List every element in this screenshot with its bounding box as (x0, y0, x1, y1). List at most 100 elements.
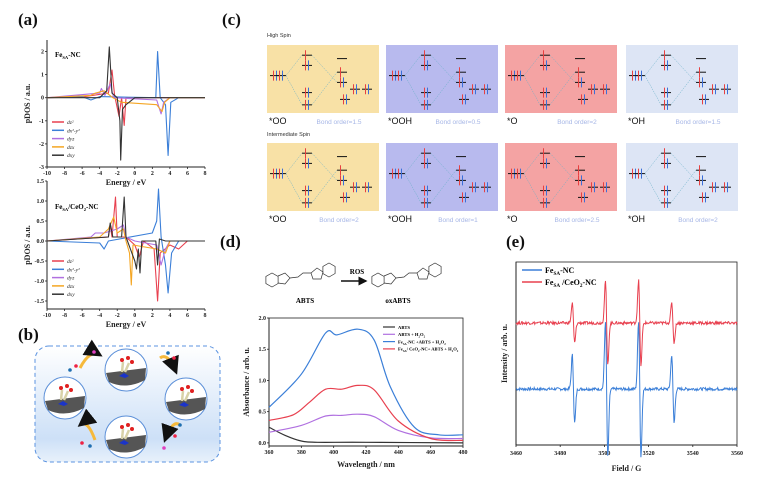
text-part: / CeO (406, 347, 419, 352)
epr-spectrum-0 (515, 322, 738, 458)
y-tick-label: 1.5 (37, 179, 45, 185)
subscript: SA (62, 207, 69, 212)
text-part: -NC (582, 278, 596, 287)
y-tick-label: 0.5 (37, 219, 45, 225)
y-tick-label: -1.5 (35, 299, 45, 305)
y-tick-label: 2.0 (259, 316, 267, 322)
legend-label-dz2: dz² (67, 259, 74, 265)
text-part: -NC (560, 266, 574, 275)
species-dot-icon (166, 351, 170, 355)
legend-label-dzx: dzx (67, 145, 75, 151)
series-line-dxy (46, 196, 205, 274)
x-tick-label: 3500 (598, 451, 610, 457)
adsorbate-label: *OH (628, 116, 645, 126)
species-dot-icon (173, 434, 177, 438)
series-line-dz2 (46, 69, 205, 126)
x-tick-label: 3520 (643, 451, 655, 457)
text-part: -NC (68, 51, 80, 59)
y-tick-label: -3 (39, 165, 44, 171)
correlation-line (549, 72, 576, 105)
x-tick-label: -8 (62, 171, 67, 177)
mo-diagram-cell (626, 143, 738, 211)
text-part: -NC +ABTS + H (407, 339, 440, 344)
x-tick-label: 3480 (554, 451, 566, 457)
subscript: SA (553, 283, 560, 289)
text-part: Fe (545, 266, 554, 275)
x-tick-label: 480 (459, 450, 468, 456)
catalyst-snapshot (104, 415, 148, 459)
x-tick-label: -10 (43, 171, 51, 177)
reaction-scheme-d: ABTS oxABTS ROS (265, 262, 442, 305)
legend-label-dxy: dxy (67, 153, 75, 159)
chart-e: 3460 3480 3500 3520 3540 3560 Field / G Intensi… (500, 261, 743, 473)
mo-diagram-background (386, 143, 498, 211)
adsorbate-label: *OH (628, 214, 645, 224)
series-line-2 (268, 328, 464, 436)
fe-n-site-icon (119, 373, 129, 378)
mo-diagram-cell (267, 143, 379, 211)
correlation-line (523, 173, 541, 203)
correlation-line (311, 55, 338, 83)
series-line-1 (268, 413, 464, 440)
legend-label: ABTS + H2O2 (398, 332, 426, 339)
series-line-0 (268, 426, 464, 444)
series-line-dyz (46, 83, 205, 115)
correlation-line (523, 75, 541, 105)
y-axis-title: Absorbance / arb. u. (242, 347, 251, 417)
y-tick-label: 0 (41, 96, 44, 102)
subscript: SA (403, 349, 408, 353)
subscript: 2 (418, 349, 420, 353)
panel-label-a: (a) (18, 10, 38, 29)
y-tick-label: 0.5 (259, 410, 267, 416)
correlation-line (430, 170, 457, 203)
y-tick-label: -1 (39, 119, 44, 125)
mo-diagram-background (267, 143, 379, 211)
correlation-line (311, 72, 338, 105)
catalyst-snapshot (164, 377, 208, 421)
bond-order-label: Bond order=2 (319, 217, 359, 224)
x-tick-label: 2 (151, 171, 154, 177)
correlation-line (430, 55, 457, 83)
adsorbate-label: *OO (269, 214, 287, 224)
text-part: Fe (545, 278, 554, 287)
text-part: ABTS + H (398, 332, 419, 337)
mo-diagram-cell (267, 45, 379, 113)
adsorbate-label: *O (507, 116, 518, 126)
text-part: Fe (55, 51, 62, 59)
x-tick-label: 0 (133, 171, 136, 177)
panel-label-b: (b) (18, 325, 39, 344)
subscript: 2 (419, 335, 421, 339)
correlation-line (285, 153, 303, 174)
mo-diagram-background (626, 45, 738, 113)
bond-order-label: Bond order=2.5 (555, 217, 600, 224)
spin-state-title: High Spin (267, 33, 291, 39)
legend-label-dz2: dz² (67, 120, 74, 126)
catalyst-snapshot (104, 348, 148, 392)
correlation-line (644, 55, 662, 76)
text-part: Fe (55, 203, 62, 211)
x-axis-title: Field / G (612, 464, 642, 473)
x-tick-label: 4 (168, 171, 171, 177)
x-tick-label: -6 (80, 171, 85, 177)
species-dot-icon (178, 423, 182, 427)
mo-diagram-background (505, 45, 617, 113)
correlation-line (285, 55, 303, 76)
x-tick-label: 440 (394, 450, 403, 456)
benzene-ring-icon (371, 272, 385, 288)
series-line-dx2y2 (46, 188, 205, 294)
correlation-line (644, 173, 662, 203)
mo-diagram-cell (505, 45, 617, 113)
y-axis-title: pDOS / a.u. (23, 225, 32, 265)
oxygen-atom-icon (190, 389, 194, 393)
species-dot-icon (74, 364, 78, 368)
x-tick-label: 0 (133, 313, 136, 319)
reaction-arrow-icon (159, 354, 179, 375)
oxygen-atom-icon (65, 384, 69, 388)
legend-label: FeSA-NC +ABTS + H2O2 (398, 339, 446, 346)
mo-diagram-cell (505, 143, 617, 211)
subscript: 2 (424, 335, 426, 339)
x-tick-label: 6 (186, 313, 189, 319)
plot-frame (515, 261, 738, 446)
oxygen-atom-icon (120, 425, 124, 429)
catalyst-snapshot (43, 376, 87, 420)
